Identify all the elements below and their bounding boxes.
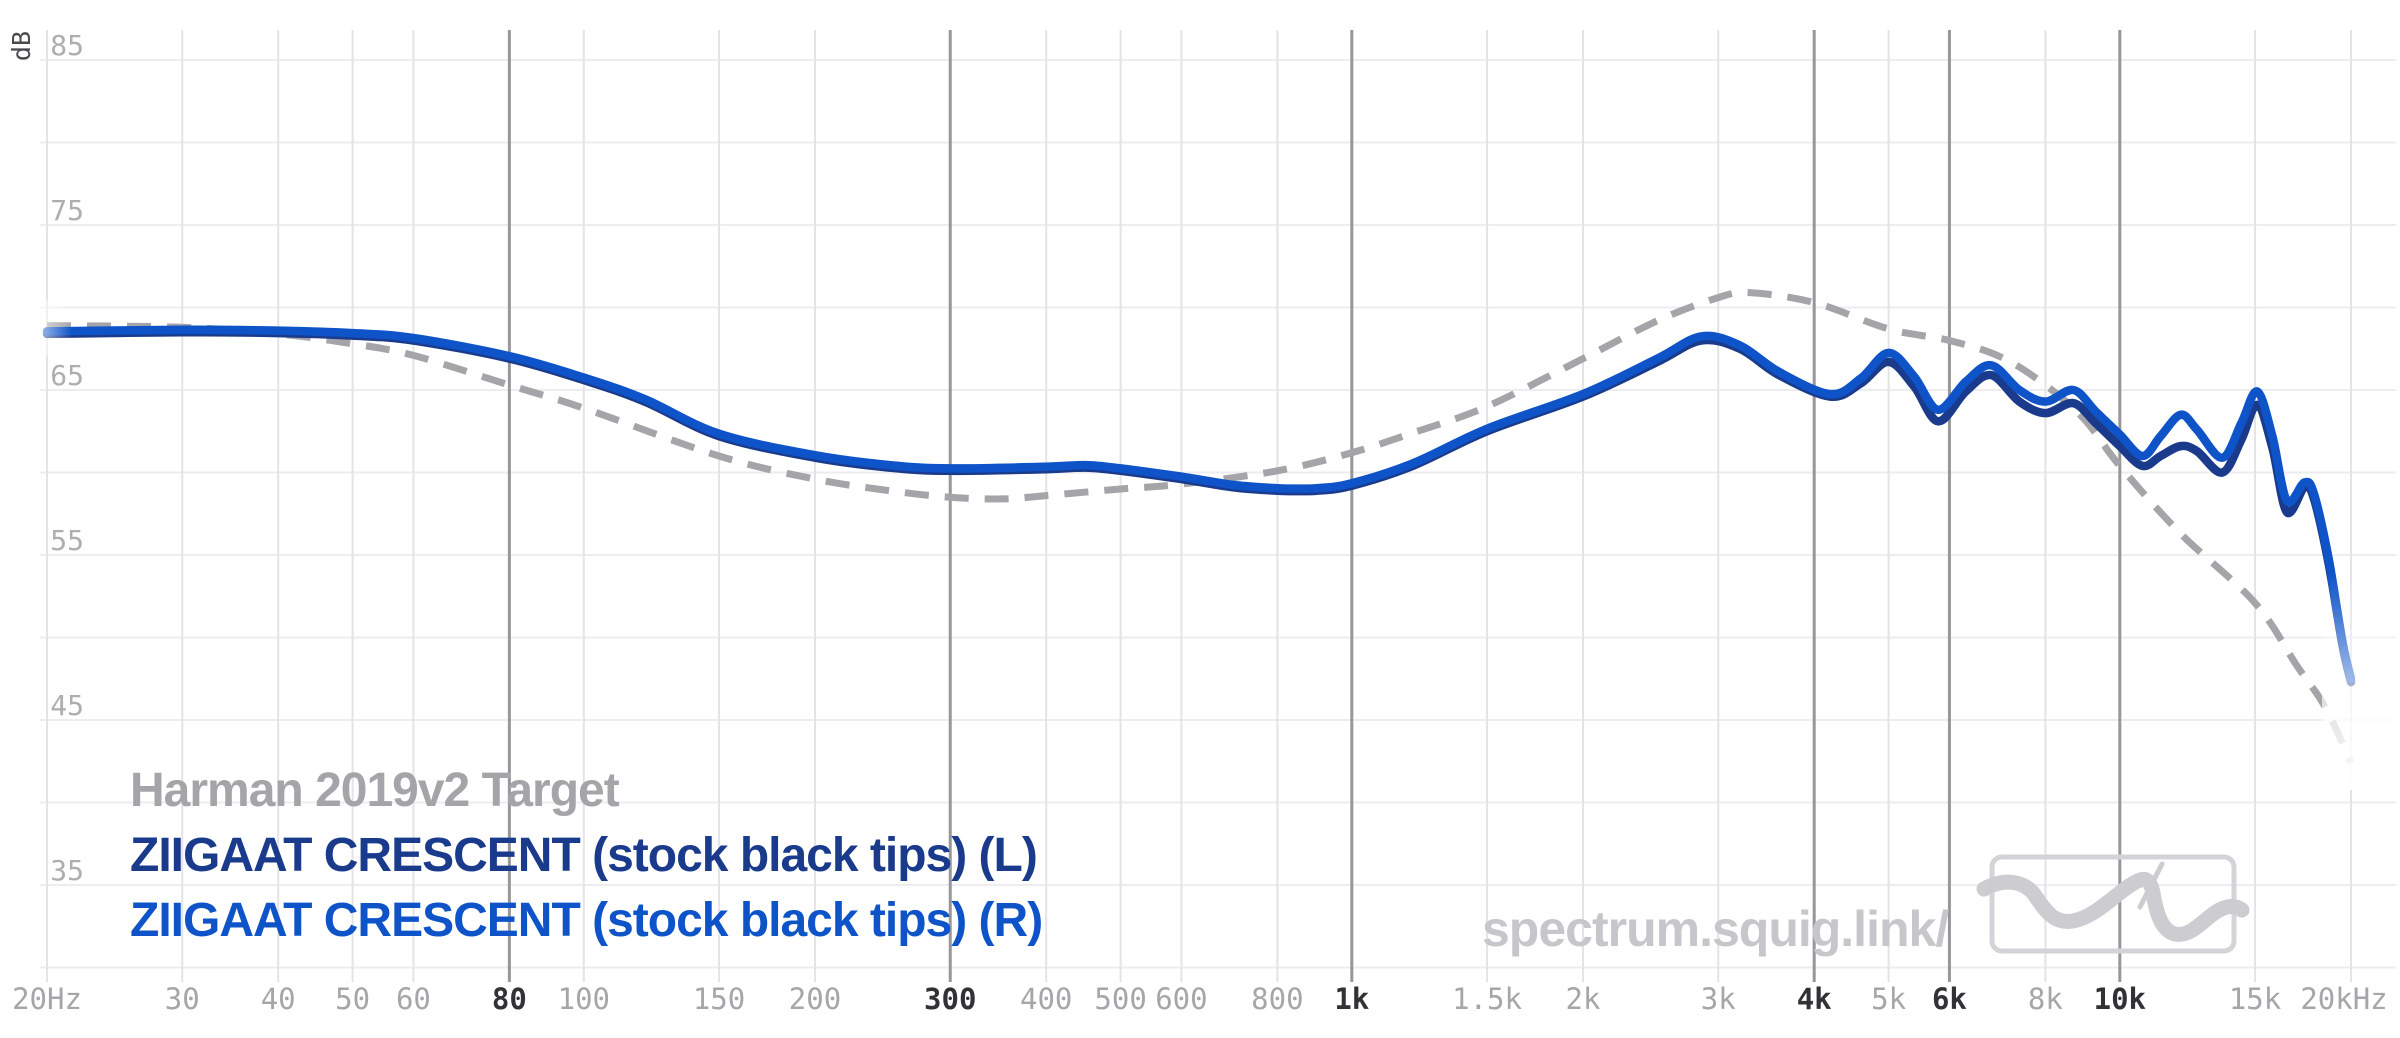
x-tick-label: 80 (492, 982, 527, 1016)
legend-item-target: Harman 2019v2 Target (130, 764, 620, 817)
x-tick-label: 5k (1871, 982, 1906, 1016)
y-tick-label: 45 (50, 689, 84, 722)
series-curve-1 (42, 327, 2356, 687)
legend-item-right-channel: ZIIGAAT CRESCENT (stock black tips) (R) (130, 894, 1042, 947)
x-tick-label: 20Hz (12, 982, 82, 1016)
logo-squiggle (1976, 871, 2250, 942)
x-tick-label: 15k (2229, 982, 2282, 1016)
x-tick-label: 300 (924, 982, 976, 1016)
y-tick-label: 55 (50, 524, 84, 557)
x-tick-label: 2k (1566, 982, 1601, 1016)
y-tick-label: 65 (50, 359, 84, 392)
y-tick-label: 35 (50, 854, 84, 887)
x-tick-label: 150 (693, 982, 745, 1016)
x-tick-label: 600 (1155, 982, 1207, 1016)
curves (42, 288, 2356, 765)
y-tick-label: 75 (50, 194, 84, 227)
x-tick-label: 200 (789, 982, 841, 1016)
axis-labels: 85 75 65 55 45 35 20Hz 30 40 50 60 80 100 150 200 300 40… (12, 29, 2388, 1016)
legend-item-left-channel: ZIIGAAT CRESCENT (stock black tips) (L) (130, 829, 1037, 882)
x-tick-label: 10k (2094, 982, 2146, 1016)
x-tick-label: 1.5k (1452, 982, 1522, 1016)
series-curve-0 (46, 288, 2355, 765)
x-tick-label: 40 (261, 982, 296, 1016)
x-tick-label: 4k (1797, 982, 1832, 1016)
curve-fade-left (24, 300, 72, 356)
legend: Harman 2019v2 Target ZIIGAAT CRESCENT (s… (130, 764, 1043, 947)
gridlines (40, 30, 2396, 982)
x-tick-label: 1k (1334, 982, 1369, 1016)
x-tick-label: 800 (1251, 982, 1303, 1016)
x-tick-label: 60 (396, 982, 431, 1016)
y-tick-label: 85 (50, 29, 84, 62)
db-axis-label: dB (7, 31, 36, 61)
series-curve-2 (42, 325, 2356, 684)
x-tick-label: 8k (2028, 982, 2063, 1016)
logo-spike (2137, 861, 2165, 910)
curve-fade-right (2322, 575, 2400, 790)
x-tick-label: 3k (1701, 982, 1736, 1016)
x-tick-label: 30 (165, 982, 200, 1016)
x-tick-label: 100 (558, 982, 610, 1016)
x-tick-label: 500 (1094, 982, 1146, 1016)
squiglink-logo (1976, 854, 2250, 954)
watermark-text: spectrum.squig.link/ (1482, 901, 1949, 957)
x-tick-label: 20kHz (2300, 982, 2387, 1016)
x-tick-label: 50 (335, 982, 370, 1016)
x-tick-label: 6k (1932, 982, 1967, 1016)
x-tick-label: 400 (1020, 982, 1072, 1016)
